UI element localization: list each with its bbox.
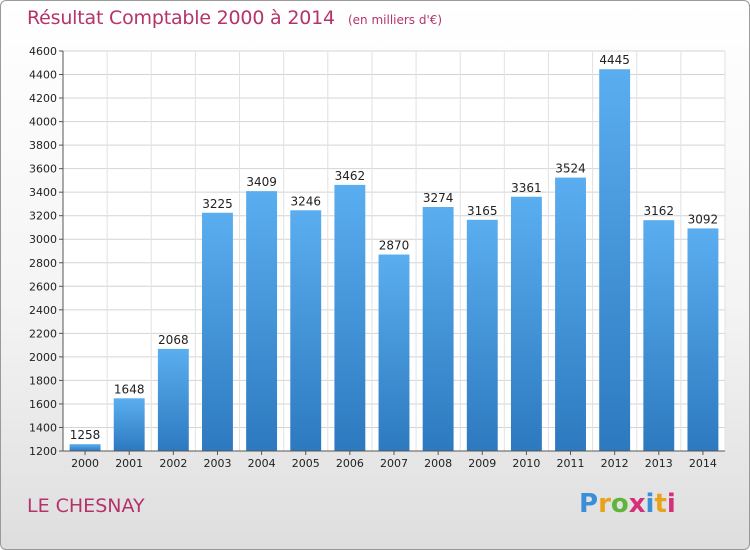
logo-letter: o [610,489,629,519]
logo-letter: P [579,489,599,519]
bar-value-label: 3524 [555,162,586,176]
x-tick-label: 2006 [336,457,364,470]
bar-value-label: 3165 [467,204,498,218]
x-tick-label: 2009 [468,457,496,470]
bar-2006 [334,184,366,451]
x-tick-label: 2004 [248,457,276,470]
y-tick-label: 2000 [29,351,57,364]
x-tick-label: 2005 [292,457,320,470]
x-tick-label: 2003 [203,457,231,470]
bar-value-label: 3274 [423,191,454,205]
x-tick-label: 2000 [71,457,99,470]
bar-value-label: 3092 [688,212,719,226]
bar-2008 [422,207,454,451]
bar-value-label: 2068 [158,333,189,347]
y-tick-label: 1800 [29,374,57,387]
y-tick-label: 4600 [29,45,57,58]
bar-2000 [69,444,101,451]
bar-2014 [687,228,719,451]
y-tick-label: 4400 [29,69,57,82]
bar-2013 [643,220,675,451]
bar-value-label: 3225 [202,197,233,211]
x-tick-label: 2007 [380,457,408,470]
bar-2002 [157,348,189,451]
chart-title: Résultat Comptable 2000 à 2014 [27,7,335,29]
y-tick-label: 3200 [29,210,57,223]
bar-value-label: 1258 [70,428,101,442]
y-tick-label: 3800 [29,139,57,152]
bar-value-label: 2870 [379,239,410,253]
y-tick-label: 4000 [29,116,57,129]
y-tick-label: 2400 [29,304,57,317]
logo-letter: t [654,489,667,519]
y-tick-label: 4200 [29,92,57,105]
bar-value-label: 1648 [114,382,145,396]
bar-2005 [290,210,322,451]
x-tick-label: 2011 [557,457,585,470]
logo-letter: i [666,489,676,519]
x-tick-label: 2010 [512,457,540,470]
chart-title-block: Résultat Comptable 2000 à 2014 (en milli… [27,7,442,29]
proxiti-logo: Proxiti [579,489,676,519]
x-tick-label: 2013 [645,457,673,470]
logo-letter: x [628,489,646,519]
bar-2007 [378,254,410,451]
bar-2003 [202,212,233,451]
y-tick-label: 2600 [29,280,57,293]
x-tick-label: 2014 [689,457,717,470]
y-tick-label: 1400 [29,421,57,434]
bar-value-label: 3361 [511,181,542,195]
y-tick-label: 1600 [29,398,57,411]
y-tick-label: 2800 [29,257,57,270]
y-tick-label: 3400 [29,186,57,199]
bar-value-label: 3162 [644,204,675,218]
chart-subtitle: (en milliers d'€) [347,13,443,27]
bar-value-label: 3462 [335,169,366,183]
logo-letter: r [598,489,611,519]
bar-value-label: 3409 [246,175,277,189]
bar-2012 [599,69,631,451]
bar-2009 [466,219,498,451]
bar-2004 [246,191,278,451]
bar-value-label: 3246 [290,194,321,208]
bar-2001 [113,398,145,451]
location-label: LE CHESNAY [27,495,145,517]
bar-2010 [510,196,542,451]
logo-letter: i [645,489,655,519]
x-tick-label: 2008 [424,457,452,470]
y-tick-label: 1200 [29,445,57,458]
bar-value-label: 4445 [599,53,630,67]
bar-chart: 1200 1400 1600 1800 2000 2200 2400 2600 2800 3000… [29,45,726,470]
y-tick-label: 3600 [29,163,57,176]
y-tick-label: 3000 [29,233,57,246]
bar-2011 [555,177,586,451]
x-tick-label: 2001 [115,457,143,470]
x-tick-label: 2002 [159,457,187,470]
x-tick-label: 2012 [601,457,629,470]
y-tick-label: 2200 [29,327,57,340]
